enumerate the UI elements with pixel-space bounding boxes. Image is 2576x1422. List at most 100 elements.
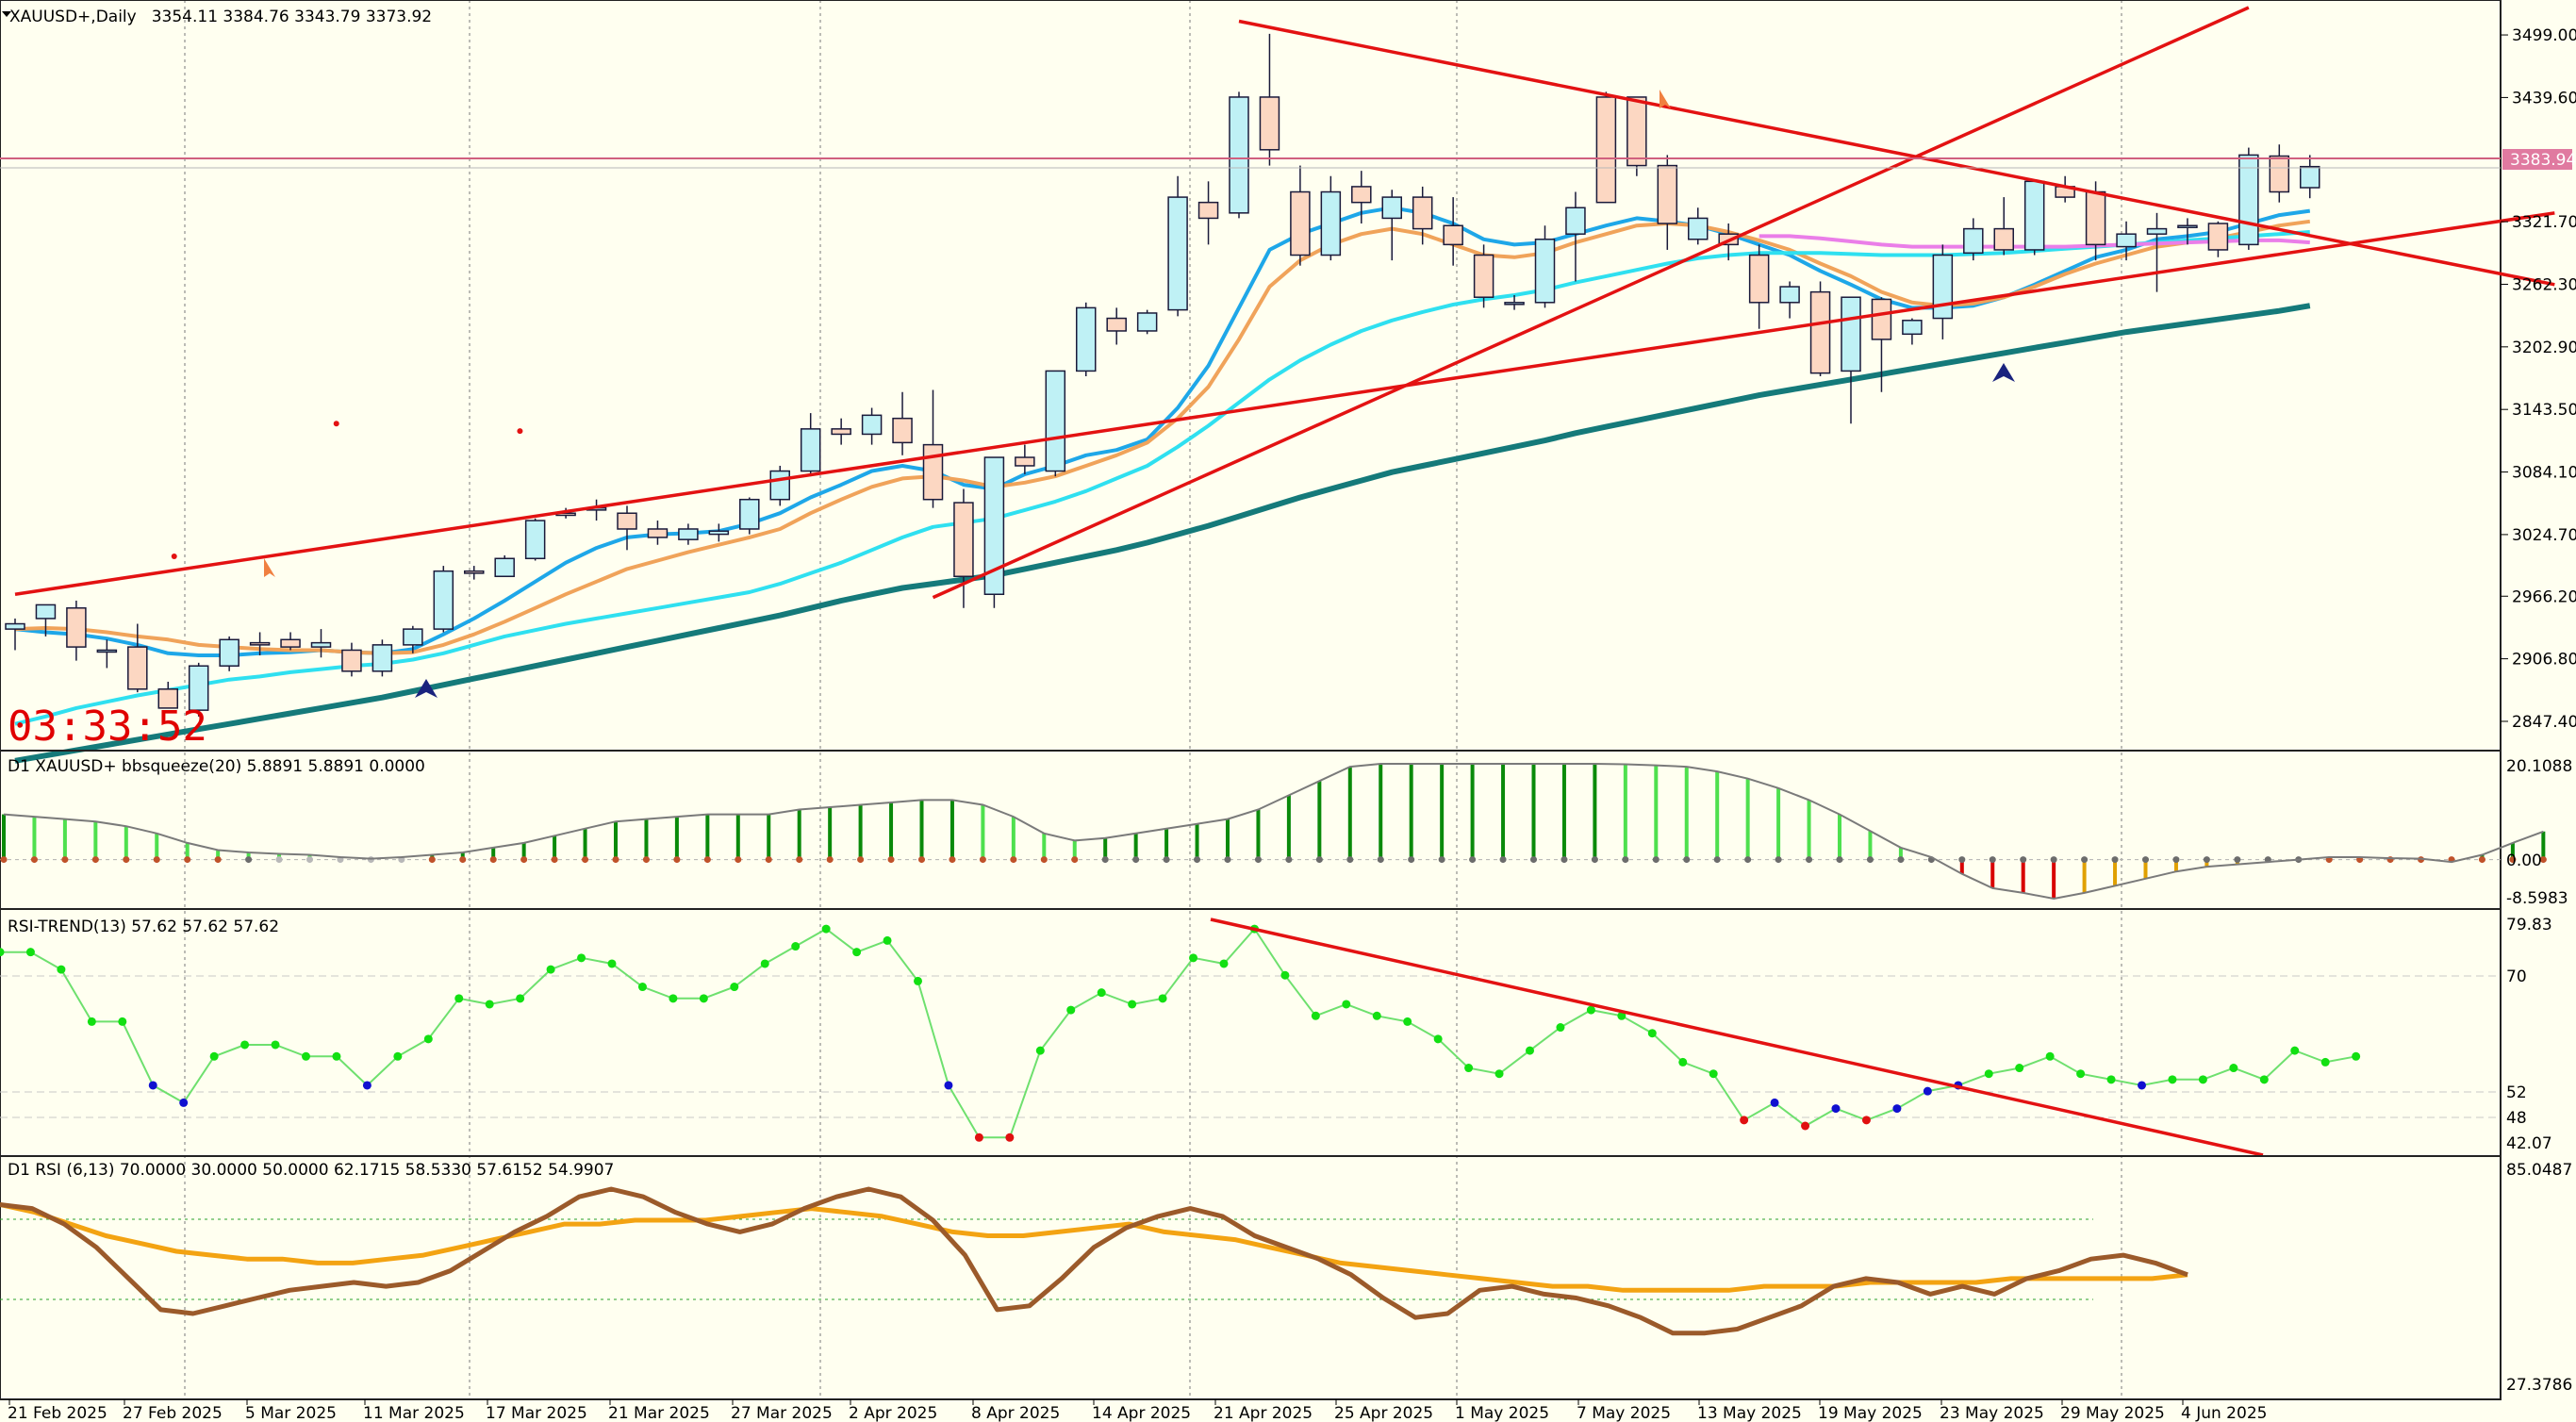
rsi-trend-point bbox=[577, 953, 586, 963]
rsi-trend-line bbox=[0, 924, 2361, 1142]
vertical-grid bbox=[184, 0, 2122, 1399]
date-tick-label: 21 Mar 2025 bbox=[608, 1404, 710, 1422]
date-tick-label: 25 Apr 2025 bbox=[1334, 1404, 1433, 1422]
bb-squeeze-dot bbox=[673, 856, 681, 864]
candle-body bbox=[1045, 370, 1066, 472]
date-tick-label: 4 Jun 2025 bbox=[2181, 1404, 2267, 1422]
current-price-tag: 3383.94 bbox=[2502, 149, 2576, 170]
bb-squeeze-dot bbox=[275, 856, 283, 864]
bb-squeeze-dot bbox=[949, 856, 956, 864]
bb-squeeze-dot bbox=[1836, 856, 1843, 864]
trendlines[interactable] bbox=[14, 6, 2555, 600]
date-tick-label: 11 Mar 2025 bbox=[363, 1404, 465, 1422]
bb-squeeze-dot bbox=[428, 856, 436, 864]
price-axis[interactable]: 3499.00 3439.60 3321.70 3262.30 3202.90 3143.… bbox=[2501, 26, 2576, 732]
rsi-trend-point bbox=[607, 959, 617, 968]
bb-squeeze-dot bbox=[1040, 856, 1048, 864]
bb-squeeze-dot bbox=[1132, 856, 1140, 864]
bb-squeeze-dot bbox=[184, 856, 191, 864]
rsi-trend-point bbox=[1801, 1121, 1810, 1131]
rsi-trend-point bbox=[914, 976, 922, 985]
bb-squeeze-dot bbox=[1530, 856, 1537, 864]
candle-body bbox=[892, 417, 913, 444]
rsi-trend-point bbox=[2229, 1064, 2238, 1073]
candle-body bbox=[2238, 154, 2259, 246]
rsi-trend-point bbox=[148, 1081, 157, 1090]
bb-squeeze-dot bbox=[1101, 856, 1109, 864]
bb-squeeze-dot bbox=[1163, 856, 1170, 864]
candle-body bbox=[647, 528, 669, 538]
candle-body bbox=[464, 570, 485, 574]
bb-squeeze-dot bbox=[1438, 856, 1445, 864]
bb-squeeze-dot bbox=[459, 856, 467, 864]
candle-body bbox=[280, 638, 301, 648]
candle-body bbox=[2300, 165, 2320, 189]
date-tick-label: 13 May 2025 bbox=[1697, 1404, 1802, 1422]
rsi-trend-point bbox=[516, 994, 525, 1003]
bb-squeeze-dot bbox=[582, 856, 589, 864]
trendline-anchor bbox=[333, 421, 339, 427]
rsi-trend-point bbox=[637, 983, 647, 992]
candle-body bbox=[2207, 223, 2229, 251]
date-tick-label: 27 Feb 2025 bbox=[123, 1404, 223, 1422]
price-tick-label: 3499.00 bbox=[2512, 26, 2576, 45]
rsi-trend-point bbox=[1219, 959, 1229, 968]
bb-squeeze-dot bbox=[642, 856, 650, 864]
candle-body bbox=[1015, 456, 1035, 467]
bb-squeeze-dot bbox=[2234, 856, 2241, 864]
sell-arrow-icon bbox=[1660, 90, 1671, 108]
rsi-trend-point bbox=[209, 1051, 219, 1061]
bb-squeeze-dot bbox=[1806, 856, 1813, 864]
rsi-trendline[interactable] bbox=[1210, 918, 2264, 1157]
rsi-trend-point bbox=[821, 924, 831, 934]
candle-body bbox=[66, 607, 87, 648]
candle-body bbox=[1963, 227, 1984, 255]
bb-squeeze-dot bbox=[1897, 856, 1905, 864]
bbsqueeze-panel[interactable]: D1 XAUUSD+ bbsqueeze(20) 5.8891 5.8891 0… bbox=[0, 750, 2547, 910]
rsi-label: D1 RSI (6,13) 70.0000 30.0000 50.0000 62… bbox=[8, 1161, 614, 1180]
price-tick-label: 3024.70 bbox=[2512, 526, 2576, 545]
candle-body bbox=[2023, 180, 2045, 251]
bb-squeeze-dot bbox=[2478, 856, 2485, 864]
trendline bbox=[14, 211, 2555, 596]
candle-body bbox=[188, 665, 209, 711]
bb-squeeze-dot bbox=[703, 856, 711, 864]
rsi-trend-point bbox=[1189, 953, 1198, 963]
price-tick-label: 3321.70 bbox=[2512, 213, 2576, 232]
rsi-trend-point bbox=[25, 948, 35, 957]
date-axis[interactable]: 21 Feb 2025 27 Feb 2025 5 Mar 2025 11 Mar 2… bbox=[8, 1399, 2267, 1422]
collapse-triangle-icon[interactable] bbox=[2, 11, 11, 17]
price-panel[interactable]: XAUUSD+,Daily 3354.11 3384.76 3343.79 337… bbox=[0, 0, 2555, 764]
date-tick-label: 27 Mar 2025 bbox=[731, 1404, 833, 1422]
date-tick-label: 17 Mar 2025 bbox=[486, 1404, 587, 1422]
countdown-timer: 03:33:52 bbox=[8, 703, 207, 751]
rsi-trend-point bbox=[699, 994, 708, 1003]
candle-body bbox=[831, 428, 851, 436]
candle-body bbox=[1595, 96, 1617, 204]
candle-body bbox=[708, 530, 730, 536]
rsi-trend-point bbox=[1372, 1011, 1381, 1020]
rsi-panel[interactable]: D1 RSI (6,13) 70.0000 30.0000 50.0000 62… bbox=[0, 1155, 2502, 1400]
rsi-trend-point bbox=[1892, 1104, 1902, 1114]
candle-body bbox=[433, 570, 454, 630]
bb-squeeze-dot bbox=[1408, 856, 1415, 864]
rsi-trend-point bbox=[1342, 1000, 1351, 1009]
bb-squeeze-dot bbox=[91, 856, 99, 864]
bb-squeeze-dot bbox=[2509, 856, 2517, 864]
bb-squeeze-dot bbox=[30, 856, 38, 864]
buy-arrow-icon bbox=[1992, 363, 2015, 382]
rsi-trend-tick-label: 42.07 bbox=[2506, 1134, 2552, 1153]
rsi-trend-point bbox=[2259, 1075, 2269, 1084]
rsi-trend-panel[interactable]: RSI-TREND(13) 57.62 57.62 57.62 bbox=[0, 908, 2502, 1157]
rsi-trend-point bbox=[362, 1081, 372, 1090]
rsi-trend-point bbox=[1494, 1069, 1504, 1079]
rsi-trend-polyline bbox=[0, 927, 2356, 1139]
rsi-trend-label: RSI-TREND(13) 57.62 57.62 57.62 bbox=[8, 918, 279, 936]
bb-squeeze-dot bbox=[1866, 856, 1874, 864]
rsi-trend-point bbox=[760, 959, 769, 968]
candle-body bbox=[1504, 302, 1525, 306]
rsi-trend-point bbox=[1586, 1005, 1595, 1015]
rsi-trend-point bbox=[118, 1017, 127, 1026]
